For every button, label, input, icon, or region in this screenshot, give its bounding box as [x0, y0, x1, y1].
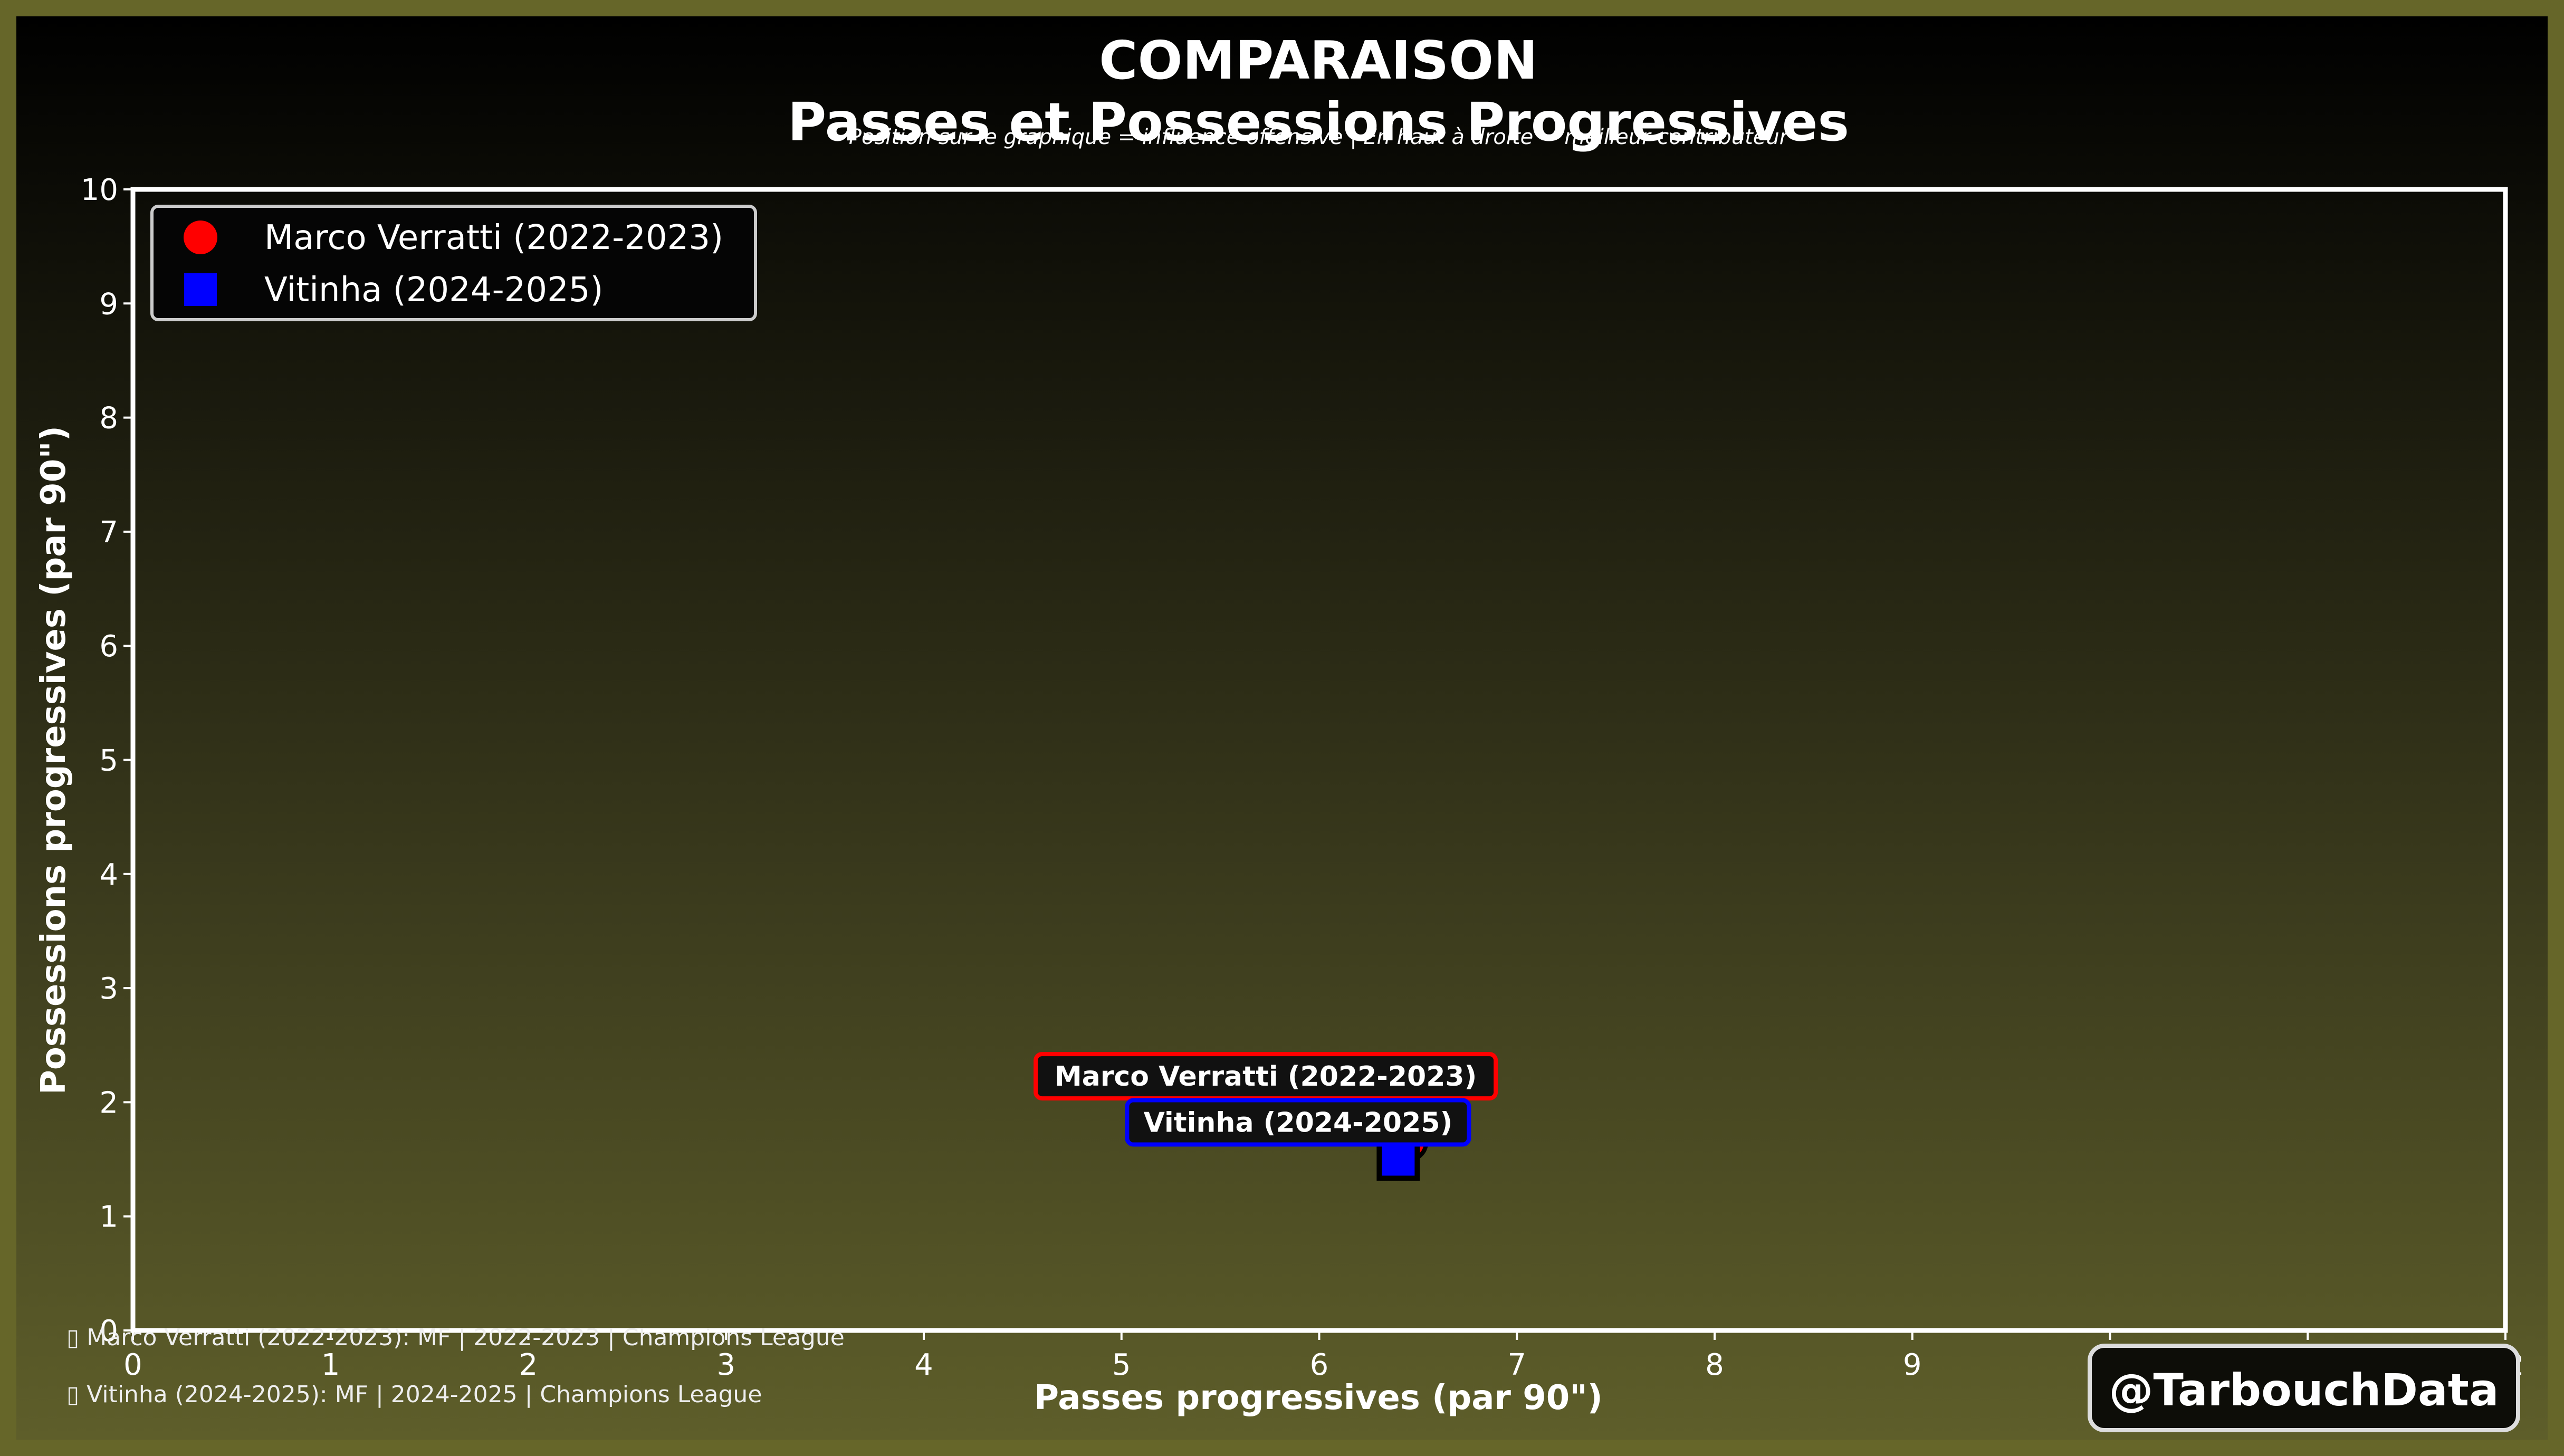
x-tick-label: 2	[519, 1348, 538, 1382]
y-tick-label: 2	[99, 1086, 118, 1120]
x-tick-label: 7	[1507, 1348, 1526, 1382]
watermark-box	[2088, 1344, 2520, 1432]
y-tick-label: 0	[99, 1314, 118, 1348]
watermark-badge: @TarbouchData	[2088, 1344, 2520, 1432]
y-tick-label: 3	[99, 972, 118, 1006]
y-tick-label: 1	[99, 1200, 118, 1234]
y-tick-label: 5	[99, 744, 118, 778]
y-axis-label: Possessions progressives (par 90")	[34, 426, 73, 1095]
data-labels: Marco Verratti (2022-2023) Vitinha (2024-…	[1034, 1052, 1498, 1147]
point-label-vitinha: Vitinha (2024-2025)	[1144, 1107, 1453, 1139]
y-tick-label: 8	[99, 401, 118, 436]
chart-title: COMPARAISON	[1099, 30, 1538, 91]
y-tick-label: 4	[99, 858, 118, 892]
point-label-marco: Marco Verratti (2022-2023)	[1055, 1061, 1477, 1093]
y-tick-label: 6	[99, 629, 118, 664]
chart-frame: COMPARAISON Passes et Possessions Progre…	[16, 16, 2548, 1440]
plot-area	[130, 187, 2508, 1333]
legend-label-vitinha: Vitinha (2024-2025)	[264, 271, 604, 310]
x-tick-label: 6	[1310, 1348, 1329, 1382]
legend-marker-vitinha	[184, 273, 217, 306]
x-tick-label: 3	[716, 1348, 735, 1382]
x-tick-label: 1	[321, 1348, 340, 1382]
x-tick-label: 9	[1903, 1348, 1922, 1382]
y-axis-ticks: 0 1 2 3 4 5 6 7 8 9 10	[81, 173, 133, 1348]
footer-note-vitinha: ▯ Vitinha (2024-2025): MF | 2024-2025 | …	[66, 1381, 762, 1408]
footer-note-verratti: ▯ Marco Verratti (2022-2023): MF | 2022-…	[66, 1324, 845, 1351]
chart-caption: Position sur le graphique = influence of…	[849, 125, 1790, 149]
x-tick-label: 4	[914, 1348, 933, 1382]
x-tick-label: 8	[1705, 1348, 1724, 1382]
watermark-text: @TarbouchData	[2109, 1364, 2499, 1416]
scatter-chart: COMPARAISON Passes et Possessions Progre…	[34, 30, 2524, 1432]
x-tick-label: 5	[1112, 1348, 1131, 1382]
legend: Marco Verratti (2022-2023) Vitinha (2024…	[150, 205, 757, 321]
point-label-box-vitinha	[1125, 1098, 1471, 1147]
x-tick-label: 0	[123, 1348, 142, 1382]
legend-label-verratti: Marco Verratti (2022-2023)	[264, 218, 723, 257]
chart-subtitle: Passes et Possessions Progressives	[788, 91, 1849, 153]
y-tick-label: 10	[81, 173, 118, 207]
y-tick-label: 7	[99, 515, 118, 550]
y-tick-label: 9	[99, 287, 118, 321]
legend-box	[150, 205, 757, 321]
x-axis-label: Passes progressives (par 90")	[1034, 1378, 1603, 1417]
legend-marker-verratti	[184, 221, 217, 254]
